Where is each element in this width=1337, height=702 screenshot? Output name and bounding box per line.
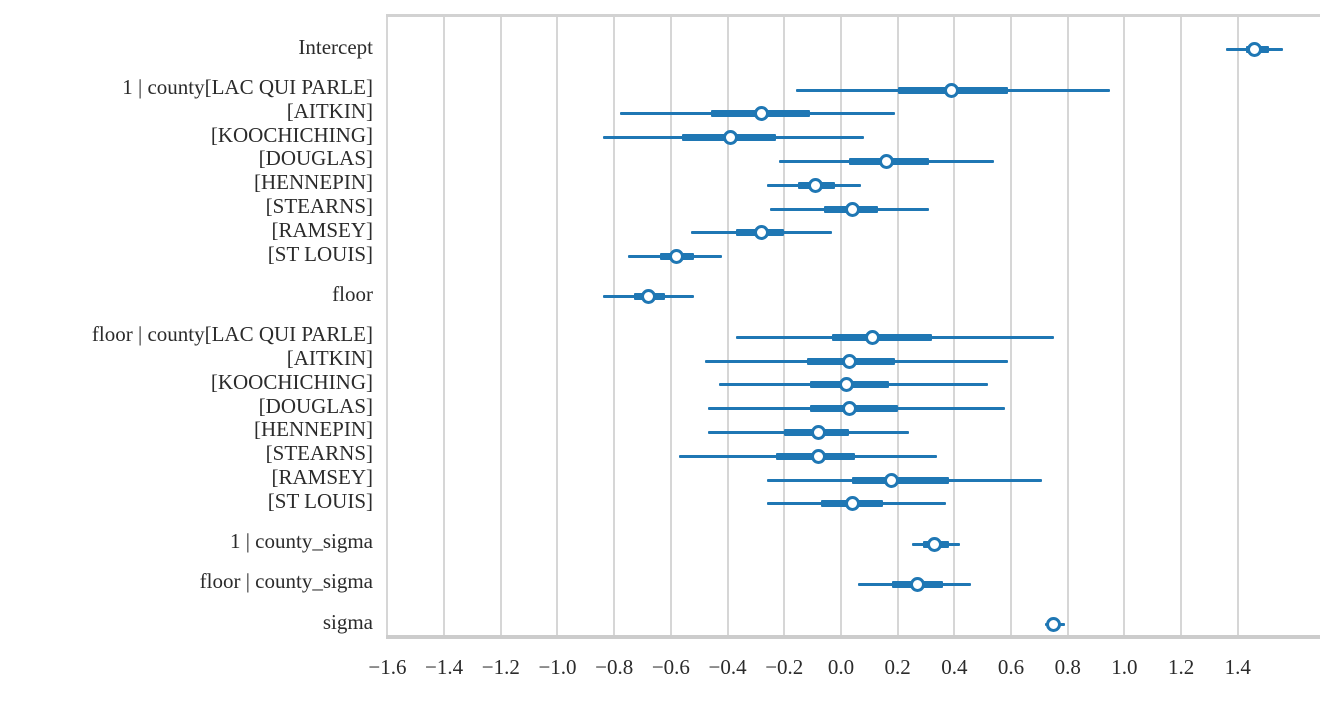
point-estimate-marker [841, 401, 857, 417]
point-estimate-marker [944, 82, 959, 98]
point-estimate-marker [844, 496, 860, 512]
point-estimate-marker [909, 576, 925, 592]
point-estimate-marker [722, 130, 738, 146]
x-gridline [1010, 17, 1013, 635]
row-label: [HENNEPIN] [254, 170, 373, 195]
row-label: [KOOCHICHING] [210, 122, 373, 147]
point-estimate-marker [1046, 617, 1062, 633]
row-label: [RAMSEY] [271, 465, 373, 489]
x-tick-label: 1.0 [1111, 655, 1138, 679]
point-estimate-marker [864, 329, 880, 345]
point-estimate-marker [1247, 42, 1263, 58]
row-label: [KOOCHICHING] [210, 369, 373, 394]
x-tick-label: 0.8 [1054, 655, 1081, 679]
point-estimate-marker [926, 536, 942, 552]
row-label: floor [332, 281, 373, 306]
row-label: Intercept [298, 34, 373, 59]
x-gridline [839, 17, 842, 635]
x-tick-label: −1.4 [425, 655, 464, 679]
x-tick-label: 0.2 [884, 655, 911, 679]
x-tick-label: −1.2 [481, 655, 520, 679]
row-label: [AITKIN] [286, 346, 373, 370]
x-gridline [783, 17, 786, 635]
x-gridline [953, 17, 956, 635]
point-estimate-marker [754, 225, 770, 241]
x-gridline [1066, 17, 1069, 635]
row-label: sigma [322, 609, 373, 634]
x-tick-label: −1.6 [368, 655, 407, 679]
x-tick-label: 0.6 [997, 655, 1025, 679]
x-gridline [726, 17, 729, 635]
x-gridline [499, 17, 502, 635]
row-label: 1 | county[LAC QUI PARLE] [122, 75, 373, 99]
gridlines-layer [386, 17, 1320, 635]
x-gridline [1236, 17, 1239, 635]
rows-layer [386, 17, 1320, 635]
x-gridline [613, 17, 616, 635]
x-gridline [443, 17, 446, 635]
x-tick-label: −0.6 [651, 655, 690, 679]
point-estimate-marker [884, 472, 900, 488]
row-label: [ST LOUIS] [267, 488, 373, 513]
plot-area [386, 14, 1320, 639]
point-estimate-marker [754, 106, 770, 122]
point-estimate-marker [839, 377, 855, 393]
x-gridline [1123, 17, 1126, 635]
row-label: [ST LOUIS] [267, 241, 373, 266]
inner-interval-line [832, 333, 932, 341]
x-gridline [896, 17, 899, 635]
x-gridline [1180, 17, 1183, 635]
row-label: [STEARNS] [265, 194, 373, 218]
x-gridline [556, 17, 559, 635]
row-label: 1 | county_sigma [229, 529, 373, 554]
point-estimate-marker [841, 353, 857, 369]
point-estimate-marker [669, 249, 685, 265]
point-estimate-marker [640, 289, 656, 305]
point-estimate-marker [878, 153, 894, 169]
point-estimate-marker [810, 448, 826, 464]
inner-interval-line [852, 476, 949, 484]
row-label: [DOUGLAS] [258, 146, 373, 171]
row-label: [HENNEPIN] [254, 417, 373, 442]
x-tick-label: 0.4 [941, 655, 968, 679]
point-estimate-marker [844, 201, 860, 217]
row-label: [RAMSEY] [271, 217, 373, 242]
x-tick-label: −0.8 [595, 655, 634, 679]
point-estimate-marker [807, 177, 823, 193]
row-label: floor | county[LAC QUI PARLE] [91, 322, 373, 347]
x-tick-label: 1.2 [1167, 655, 1195, 679]
x-tick-label: 0.0 [827, 655, 855, 679]
x-tick-label: −1.0 [538, 655, 577, 679]
x-gridline [386, 17, 389, 635]
x-gridline [669, 17, 672, 635]
x-tick-label: −0.2 [765, 655, 804, 679]
row-label: [STEARNS] [265, 441, 373, 466]
x-tick-label: 1.4 [1224, 655, 1251, 679]
x-tick-label: −0.4 [708, 655, 747, 679]
row-label: [AITKIN] [286, 98, 373, 123]
point-estimate-marker [810, 424, 826, 440]
row-label: [DOUGLAS] [258, 393, 373, 418]
row-label: floor | county_sigma [199, 569, 373, 594]
